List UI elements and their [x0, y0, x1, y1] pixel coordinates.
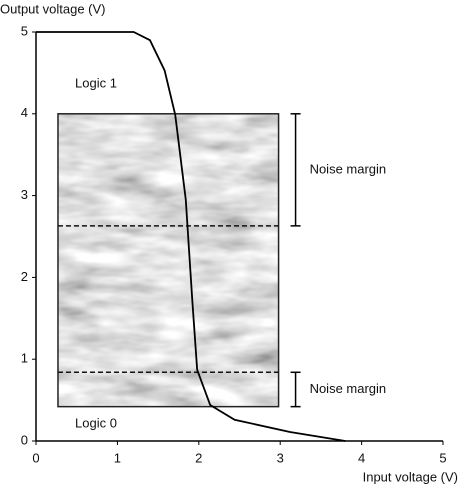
y-tick-label: 5: [21, 23, 28, 38]
x-tick-label: 2: [195, 450, 202, 465]
x-tick-label: 4: [358, 450, 365, 465]
x-axis-label: Input voltage (V): [363, 469, 458, 484]
transfer-curve: [36, 31, 346, 442]
logic-label: Logic 0: [75, 415, 117, 430]
y-axis-label: Output voltage (V): [0, 1, 106, 16]
logic-label: Logic 1: [75, 75, 117, 90]
x-tick-label: 5: [439, 450, 446, 465]
shaded-region: [57, 113, 279, 407]
noise-margin-label: Noise margin: [310, 381, 387, 396]
y-tick-label: 4: [21, 105, 28, 120]
y-tick-label: 1: [21, 351, 28, 366]
x-tick-label: 0: [32, 450, 39, 465]
y-tick-label: 2: [21, 269, 28, 284]
y-tick-label: 0: [21, 432, 28, 447]
y-tick-label: 3: [21, 187, 28, 202]
noise-margin-label: Noise margin: [310, 161, 387, 176]
x-tick-label: 3: [277, 450, 284, 465]
shaded-region-border: [57, 113, 280, 408]
x-tick-label: 1: [114, 450, 121, 465]
